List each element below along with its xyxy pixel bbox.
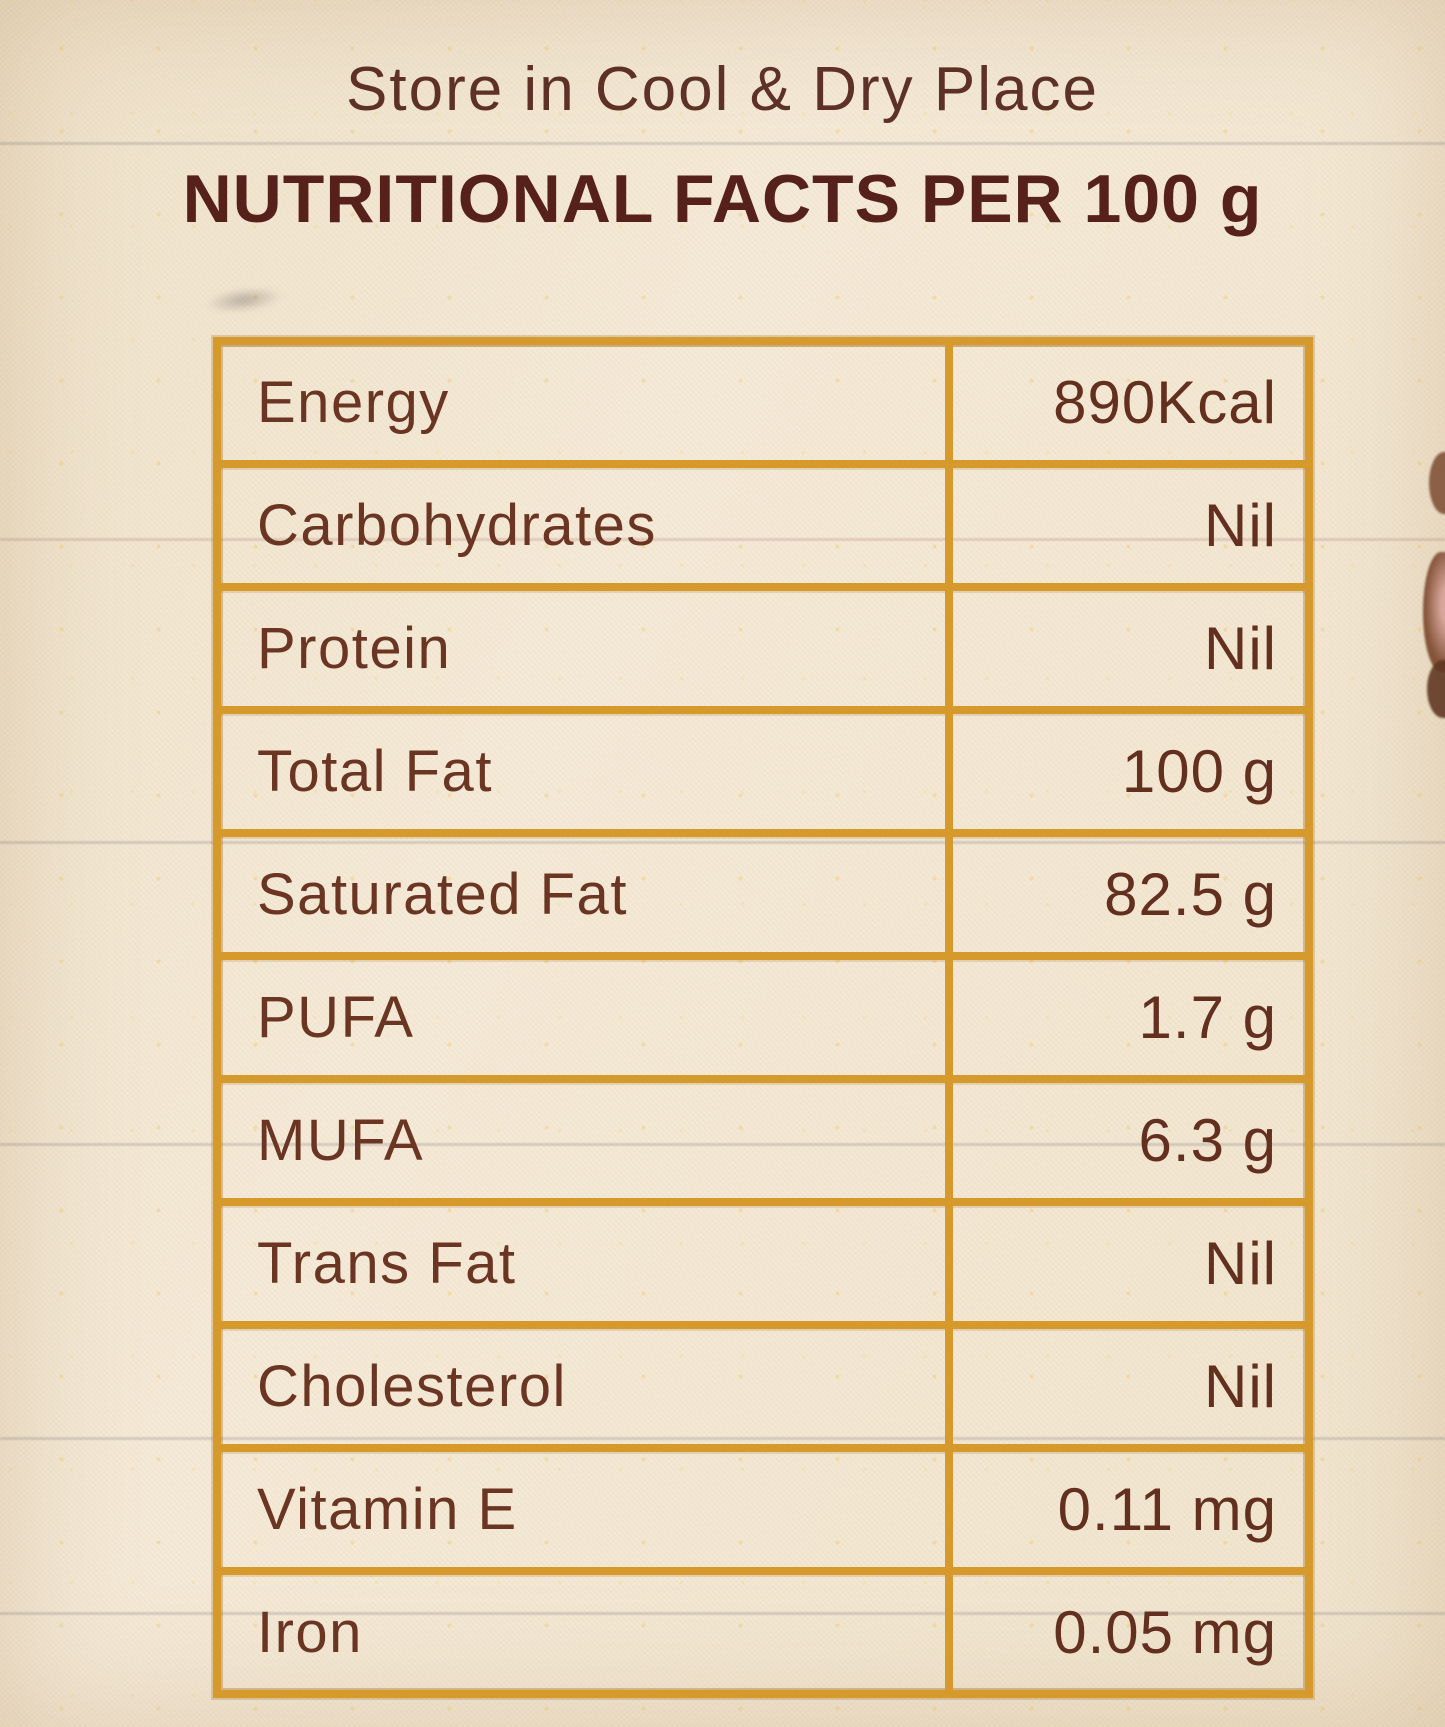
nutrient-label: Total Fat	[221, 714, 953, 829]
table-row-protein: Protein Nil	[221, 591, 1305, 714]
table-row-total-fat: Total Fat 100 g	[221, 714, 1305, 837]
table-row-cholesterol: Cholesterol Nil	[221, 1329, 1305, 1452]
table-row-trans-fat: Trans Fat Nil	[221, 1206, 1305, 1329]
nutrient-label: MUFA	[221, 1083, 953, 1198]
nutrient-value: Nil	[1204, 1353, 1277, 1420]
nutrient-value: 6.3 g	[1138, 1107, 1277, 1174]
photo-streak	[0, 142, 1445, 145]
table-row-pufa: PUFA 1.7 g	[221, 960, 1305, 1083]
nutrient-value: Nil	[1204, 615, 1277, 682]
table-row-vitamin-e: Vitamin E 0.11 mg	[221, 1452, 1305, 1575]
nutrient-value: 1.7 g	[1138, 984, 1277, 1051]
nutrient-label: Saturated Fat	[221, 837, 953, 952]
smudge-mark	[203, 283, 285, 317]
nutrient-value: 100 g	[1121, 738, 1277, 805]
nutrient-value: Nil	[1204, 1230, 1277, 1297]
nutrient-label: Energy	[221, 345, 953, 460]
nutrient-value: 890Kcal	[1053, 369, 1277, 436]
nutrition-table: Energy 890Kcal Carbohydrates Nil Protein…	[213, 337, 1313, 1698]
table-row-saturated-fat: Saturated Fat 82.5 g	[221, 837, 1305, 960]
nutrient-value: 0.11 mg	[1057, 1476, 1277, 1543]
nutrient-value: 0.05 mg	[1053, 1599, 1277, 1666]
table-row-carbohydrates: Carbohydrates Nil	[221, 468, 1305, 591]
table-row-iron: Iron 0.05 mg	[221, 1575, 1305, 1690]
nutrient-value: 82.5 g	[1104, 861, 1277, 928]
nutrient-label: Protein	[221, 591, 953, 706]
nutrient-label: Carbohydrates	[221, 468, 953, 583]
embroidery-mark-middle	[1423, 552, 1445, 672]
nutrient-label: PUFA	[221, 960, 953, 1075]
storage-note: Store in Cool & Dry Place	[346, 55, 1099, 124]
nutrient-label: Cholesterol	[221, 1329, 953, 1444]
embroidery-mark-top	[1429, 452, 1445, 514]
embroidery-mark-bottom	[1427, 660, 1445, 718]
nutrient-label: Vitamin E	[221, 1452, 953, 1567]
table-row-mufa: MUFA 6.3 g	[221, 1083, 1305, 1206]
nutrient-value: Nil	[1204, 492, 1277, 559]
page-title: NUTRITIONAL FACTS PER 100 g	[182, 161, 1263, 237]
nutrient-label: Iron	[221, 1575, 953, 1690]
table-row-energy: Energy 890Kcal	[221, 345, 1305, 468]
nutrient-label: Trans Fat	[221, 1206, 953, 1321]
